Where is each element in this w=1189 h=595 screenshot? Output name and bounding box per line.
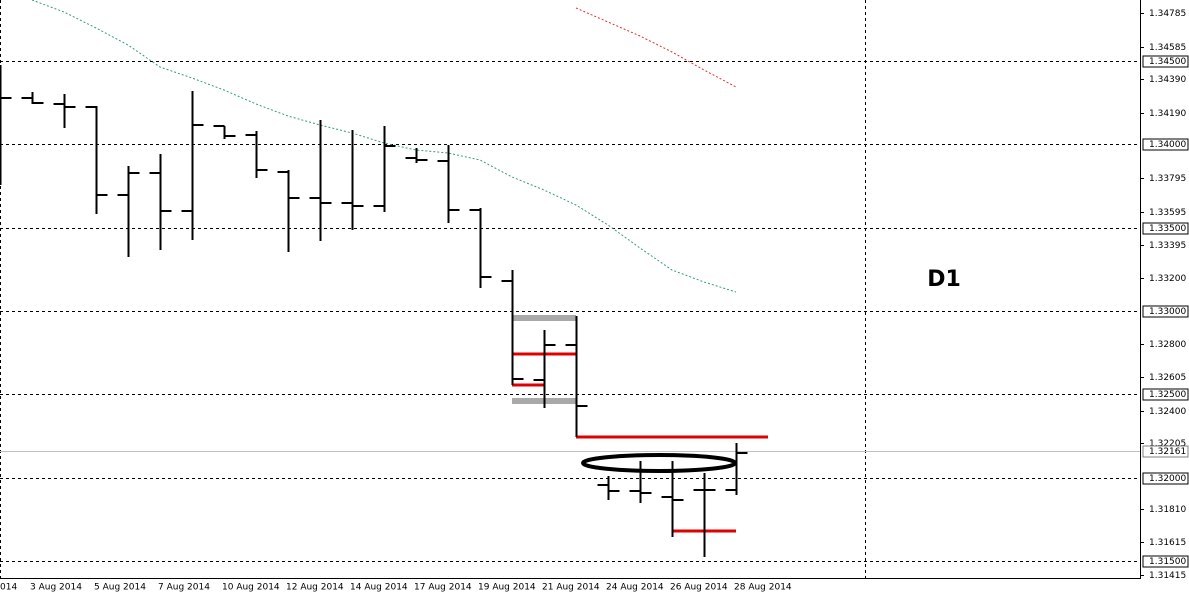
y-tick-label: 1.33795	[1149, 174, 1186, 184]
y-tick-label: 1.32400	[1149, 407, 1186, 417]
y-tick-label: 1.32800	[1149, 340, 1186, 350]
x-tick-label: 12 Aug 2014	[286, 583, 344, 593]
current-price-label: 1.32161	[1149, 447, 1186, 457]
y-tick-label: 1.34785	[1149, 9, 1186, 19]
x-tick-label: 7 Aug 2014	[158, 583, 210, 593]
level-label: 1.33000	[1149, 307, 1186, 317]
x-tick-label: 3 Aug 2014	[30, 583, 82, 593]
level-label: 1.31500	[1149, 557, 1186, 567]
level-label-box	[1142, 305, 1189, 318]
x-tick-label: 5 Aug 2014	[94, 583, 146, 593]
y-tick-label: 1.32605	[1149, 373, 1186, 383]
y-tick-label: 1.33395	[1149, 241, 1186, 251]
x-tick-label: 014	[0, 583, 17, 593]
ellipse-drawing	[581, 453, 737, 473]
x-tick-label: 19 Aug 2014	[478, 583, 536, 593]
level-label-box	[1142, 388, 1189, 401]
x-tick-label: 14 Aug 2014	[350, 583, 408, 593]
timeframe-label: D1	[927, 267, 961, 292]
y-tick-label: 1.34190	[1149, 109, 1186, 119]
current-price-box	[1142, 445, 1189, 458]
y-tick-label: 1.33595	[1149, 208, 1186, 218]
moving-average	[575, 7, 737, 88]
level-label-box	[1142, 555, 1189, 568]
x-tick-label: 17 Aug 2014	[414, 583, 472, 593]
y-tick-label: 1.34585	[1149, 43, 1186, 53]
level-label: 1.34000	[1149, 140, 1186, 150]
level-label-box	[1142, 472, 1189, 485]
level-label-box	[1142, 138, 1189, 151]
level-label-box	[1142, 222, 1189, 235]
level-label: 1.34500	[1149, 57, 1186, 67]
x-tick-label: 10 Aug 2014	[222, 583, 280, 593]
y-tick-label: 1.31615	[1149, 538, 1186, 548]
y-tick-label: 1.33200	[1149, 274, 1186, 284]
level-label: 1.32000	[1149, 474, 1186, 484]
y-tick-label: 1.31810	[1149, 505, 1186, 515]
x-tick-label: 24 Aug 2014	[606, 583, 664, 593]
y-tick-label: 1.32205	[1149, 439, 1186, 449]
x-tick-label: 21 Aug 2014	[542, 583, 600, 593]
x-tick-label: 26 Aug 2014	[670, 583, 728, 593]
level-label-box	[1142, 55, 1189, 68]
x-tick-label: 28 Aug 2014	[734, 583, 792, 593]
level-label: 1.32500	[1149, 390, 1186, 400]
y-tick-label: 1.31415	[1149, 571, 1186, 581]
y-tick-label: 1.34390	[1149, 75, 1186, 85]
level-label: 1.33500	[1149, 224, 1186, 234]
